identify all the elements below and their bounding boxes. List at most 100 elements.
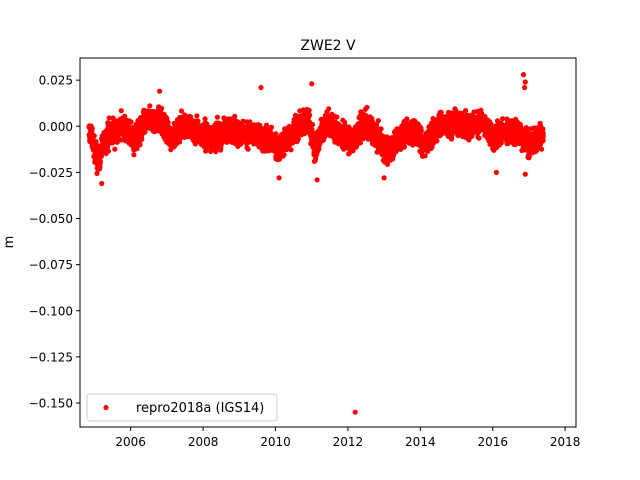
data-point [364,104,370,110]
x-tick-label: 2008 [188,435,219,449]
data-point [540,133,546,139]
data-point [159,105,165,111]
y-tick-label: −0.150 [29,397,73,411]
data-point [522,84,528,91]
data-point [276,156,282,162]
data-point [373,122,380,128]
data-point [281,152,287,158]
data-point [128,119,134,125]
data-point [295,136,301,142]
y-tick-label: −0.100 [29,304,73,318]
data-point [313,155,319,161]
data-point [213,149,219,155]
data-point [314,177,320,183]
data-point [264,122,270,128]
data-point [99,180,105,187]
x-tick-label: 2016 [477,435,508,449]
data-point [498,140,504,146]
data-point [522,171,528,177]
data-point [112,146,118,152]
legend-box [86,393,278,422]
data-point [232,113,238,119]
data-point [214,114,220,120]
data-point [463,108,469,114]
data-point [97,163,103,170]
data-point [350,148,356,154]
x-tick-label: 2006 [115,435,146,449]
data-point [142,129,148,135]
data-point [273,131,279,137]
data-point [334,114,340,120]
legend-marker [103,404,109,411]
data-point [91,133,97,139]
data-point [418,128,424,134]
data-point [228,116,234,122]
data-point [539,146,545,152]
x-axis: 2006 2008 2010 2012 2014 2016 2018 [115,427,580,449]
data-point [540,138,546,144]
data-point [245,146,251,152]
data-point [310,121,316,128]
data-point [375,118,381,124]
legend-label: repro2018a (IGS14) [136,401,264,416]
data-point [118,108,124,114]
data-point [493,169,499,175]
data-point [93,139,99,145]
data-point [303,130,309,136]
y-tick-label: −0.075 [29,258,73,272]
x-tick-label: 2018 [550,435,581,449]
data-point [139,136,145,142]
x-tick-label: 2010 [260,435,291,449]
data-point [202,116,208,122]
y-tick-label: −0.025 [29,166,73,180]
data-point [523,125,530,131]
data-point [326,106,332,112]
y-tick-label: −0.125 [29,350,73,364]
data-point [105,148,111,154]
data-point [178,108,185,114]
data-point [476,135,482,141]
data-point [384,161,391,167]
y-tick-label: 0.000 [39,120,73,134]
data-point [94,170,100,176]
data-point [357,140,364,146]
y-axis: 0.025 0.000 −0.025 −0.050 −0.075 −0.100 −0.125… [29,74,80,411]
data-point [488,121,494,127]
data-point [188,114,194,120]
data-point [89,126,95,132]
y-tick-label: 0.025 [39,74,73,88]
data-point [526,154,532,160]
x-tick-label: 2012 [333,435,364,449]
data-points [86,72,546,415]
y-tick-label: −0.050 [29,212,73,226]
data-point [401,144,408,150]
data-point [194,113,200,119]
data-point [134,146,140,152]
data-point [307,112,313,118]
data-point [165,119,171,125]
data-point [276,175,282,181]
data-point [378,126,384,132]
data-point [147,103,153,109]
data-point [522,79,528,85]
data-point [309,81,315,87]
data-point [268,124,275,130]
plot-frame [79,57,577,428]
data-point [288,147,294,153]
data-point [195,118,201,124]
data-point [429,144,435,150]
data-point [434,138,440,144]
data-point [459,110,465,116]
data-point [157,88,163,94]
data-point [137,142,143,148]
chart-title: ZWE2 V [300,38,356,54]
data-point [534,148,540,154]
data-point [520,72,527,78]
data-point [258,84,264,91]
data-point [131,152,137,158]
data-point [106,115,112,121]
x-tick-label: 2014 [405,435,436,449]
data-point [97,159,104,165]
outlier-point [352,409,358,415]
